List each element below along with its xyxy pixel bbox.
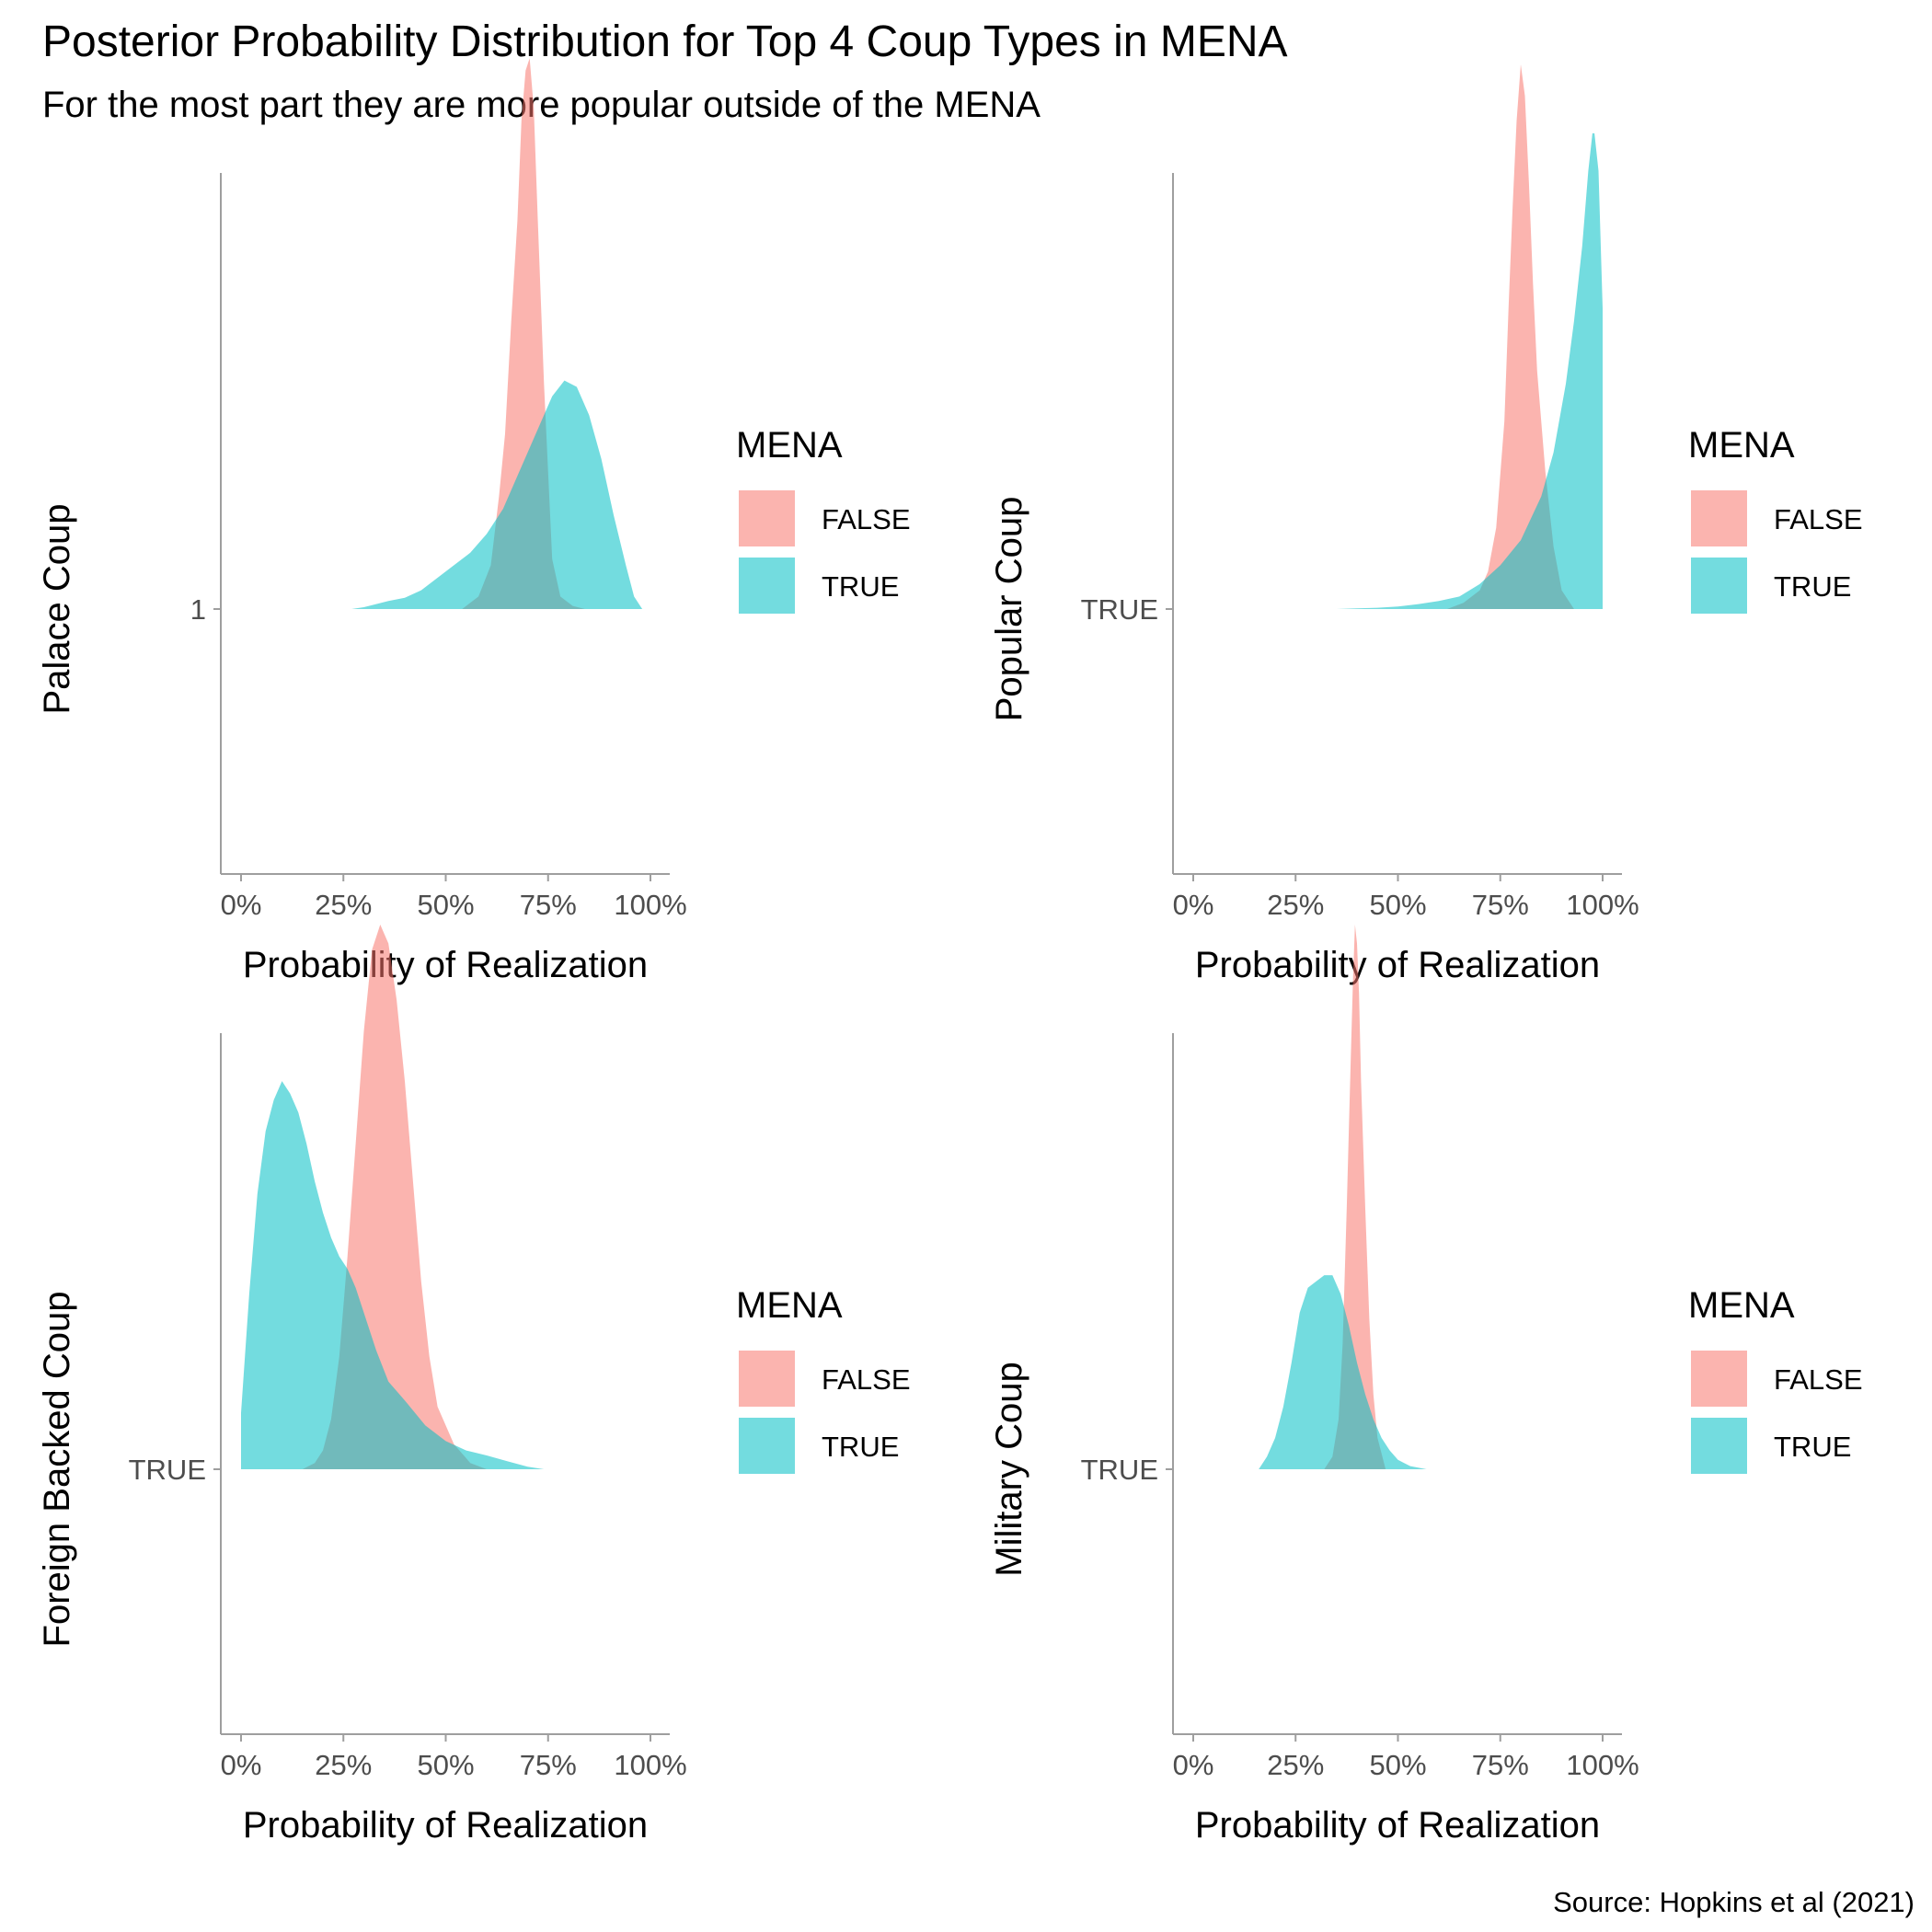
y-tick-label: TRUE (1081, 1454, 1158, 1486)
legend: MENA FALSE TRUE (1688, 425, 1863, 614)
x-tick-label: 50% (417, 889, 474, 921)
legend-label-false: FALSE (822, 1363, 911, 1396)
legend-key-false (739, 490, 795, 546)
legend: MENA FALSE TRUE (1688, 1285, 1863, 1474)
chart-subtitle: For the most part they are more popular … (42, 85, 1041, 125)
x-tick-label: 75% (1472, 1749, 1529, 1781)
facet-panel-1: 1 0% 25% 50% 75% 100% Probability of Realizati… (37, 58, 911, 985)
x-tick-label: 75% (1472, 889, 1529, 921)
x-tick-label: 75% (520, 1749, 577, 1781)
density-false (1324, 925, 1386, 1469)
y-axis-title: Palace Coup (37, 503, 77, 714)
density-true (241, 1081, 545, 1469)
x-tick-label: 25% (1267, 889, 1324, 921)
chart-title: Posterior Probability Distribution for T… (42, 17, 1288, 66)
density-true (1259, 1275, 1427, 1469)
legend-key-true (739, 1418, 795, 1474)
x-axis-title: Probability of Realization (243, 945, 648, 985)
x-tick-label: 0% (1173, 1749, 1214, 1781)
y-tick-label: TRUE (1081, 593, 1158, 626)
density-true (1336, 132, 1603, 609)
legend-label-false: FALSE (822, 503, 911, 535)
density-false (1446, 64, 1574, 609)
x-tick-label: 100% (614, 889, 686, 921)
facet-panel-4: TRUE 0% 25% 50% 75% 100% Probability of Realiz… (989, 925, 1863, 1846)
x-tick-label: 25% (315, 1749, 372, 1781)
density-false (462, 58, 585, 609)
density-true (351, 380, 643, 609)
legend-label-true: TRUE (822, 1431, 899, 1463)
legend-key-true (1691, 558, 1747, 614)
y-axis-title: Foreign Backed Coup (37, 1292, 77, 1648)
legend-label-false: FALSE (1774, 503, 1863, 535)
legend: MENA FALSE TRUE (736, 425, 911, 614)
x-tick-label: 0% (221, 889, 262, 921)
facet-panel-3: TRUE 0% 25% 50% 75% 100% Probability of Realiz… (37, 925, 911, 1846)
legend-key-true (1691, 1418, 1747, 1474)
x-axis-title: Probability of Realization (1195, 1805, 1600, 1846)
y-axis-title: Popular Coup (989, 497, 1029, 722)
y-tick-label: TRUE (129, 1454, 206, 1486)
x-tick-label: 50% (417, 1749, 474, 1781)
x-tick-label: 25% (1267, 1749, 1324, 1781)
x-tick-label: 50% (1369, 1749, 1426, 1781)
legend-title: MENA (736, 1285, 843, 1326)
legend-key-false (1691, 1351, 1747, 1407)
legend-title: MENA (1688, 1285, 1795, 1326)
x-tick-label: 100% (614, 1749, 686, 1781)
legend-key-false (739, 1351, 795, 1407)
legend-label-false: FALSE (1774, 1363, 1863, 1396)
x-axis-title: Probability of Realization (1195, 945, 1600, 985)
facet-panel-2: TRUE 0% 25% 50% 75% 100% Probability of Realiz… (989, 64, 1863, 985)
x-tick-label: 50% (1369, 889, 1426, 921)
chart-caption: Source: Hopkins et al (2021) (1553, 1886, 1915, 1918)
x-tick-label: 0% (221, 1749, 262, 1781)
x-axis-title: Probability of Realization (243, 1805, 648, 1846)
legend-key-false (1691, 490, 1747, 546)
y-axis-title: Military Coup (989, 1362, 1029, 1576)
y-tick-label: 1 (190, 593, 206, 626)
legend: MENA FALSE TRUE (736, 1285, 911, 1474)
x-tick-label: 75% (520, 889, 577, 921)
legend-label-true: TRUE (822, 570, 899, 603)
legend-label-true: TRUE (1774, 1431, 1851, 1463)
legend-title: MENA (736, 425, 843, 466)
legend-title: MENA (1688, 425, 1795, 466)
x-tick-label: 100% (1566, 1749, 1639, 1781)
legend-label-true: TRUE (1774, 570, 1851, 603)
x-tick-label: 100% (1566, 889, 1639, 921)
x-tick-label: 25% (315, 889, 372, 921)
x-tick-label: 0% (1173, 889, 1214, 921)
legend-key-true (739, 558, 795, 614)
